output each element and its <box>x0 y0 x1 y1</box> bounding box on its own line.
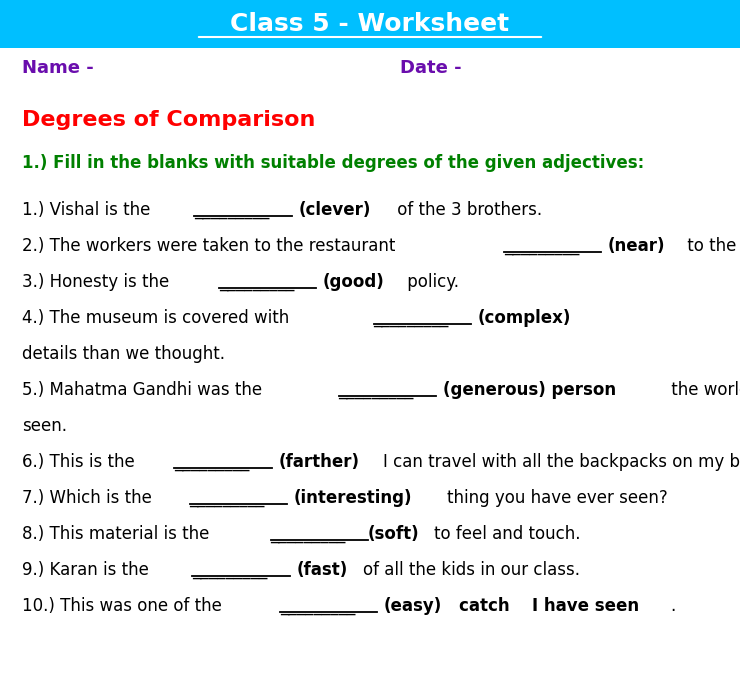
Text: 4.) The museum is covered with: 4.) The museum is covered with <box>22 309 295 327</box>
Text: _________: _________ <box>219 273 294 291</box>
Text: (generous) person: (generous) person <box>443 381 616 399</box>
Text: Date -: Date - <box>400 59 462 77</box>
Text: (complex): (complex) <box>477 309 571 327</box>
Text: Degrees of Comparison: Degrees of Comparison <box>22 110 315 130</box>
Text: _________: _________ <box>174 453 249 471</box>
Text: (near): (near) <box>608 237 665 255</box>
Text: _________: _________ <box>192 561 268 579</box>
Text: thing you have ever seen?: thing you have ever seen? <box>446 489 667 507</box>
Text: 6.) This is the: 6.) This is the <box>22 453 140 471</box>
Text: 9.) Karan is the: 9.) Karan is the <box>22 561 154 579</box>
Text: _________: _________ <box>280 597 355 615</box>
Text: the world had ever: the world had ever <box>666 381 740 399</box>
Text: _________: _________ <box>195 201 270 219</box>
Text: 3.) Honesty is the: 3.) Honesty is the <box>22 273 175 291</box>
Text: catch: catch <box>459 597 516 615</box>
Text: 8.) This material is the: 8.) This material is the <box>22 525 215 543</box>
Text: Name -: Name - <box>22 59 94 77</box>
Text: of all the kids in our class.: of all the kids in our class. <box>363 561 579 579</box>
Text: 2.) The workers were taken to the restaurant: 2.) The workers were taken to the restau… <box>22 237 395 255</box>
Text: details than we thought.: details than we thought. <box>22 345 225 363</box>
Text: 1.) Vishal is the: 1.) Vishal is the <box>22 201 155 219</box>
Text: (easy): (easy) <box>384 597 443 615</box>
Text: _________: _________ <box>374 309 449 327</box>
Text: _________: _________ <box>271 525 346 543</box>
Text: (clever): (clever) <box>298 201 371 219</box>
Text: 5.) Mahatma Gandhi was the: 5.) Mahatma Gandhi was the <box>22 381 267 399</box>
Text: 7.) Which is the: 7.) Which is the <box>22 489 152 507</box>
Text: Class 5 - Worksheet: Class 5 - Worksheet <box>230 12 510 36</box>
Text: (fast): (fast) <box>297 561 348 579</box>
Text: (soft): (soft) <box>368 525 420 543</box>
Text: _________: _________ <box>504 237 579 255</box>
Text: (farther): (farther) <box>278 453 360 471</box>
Text: policy.: policy. <box>403 273 460 291</box>
Text: seen.: seen. <box>22 417 67 435</box>
Text: 10.) This was one of the: 10.) This was one of the <box>22 597 222 615</box>
Text: of the 3 brothers.: of the 3 brothers. <box>392 201 542 219</box>
Text: (good): (good) <box>323 273 385 291</box>
Text: I have seen: I have seen <box>532 597 639 615</box>
Text: .: . <box>670 597 676 615</box>
Bar <box>0 0 740 48</box>
Text: to feel and touch.: to feel and touch. <box>434 525 581 543</box>
Text: (interesting): (interesting) <box>294 489 412 507</box>
Text: 1.) Fill in the blanks with suitable degrees of the given adjectives:: 1.) Fill in the blanks with suitable deg… <box>22 154 645 172</box>
Text: to the gas station.: to the gas station. <box>682 237 740 255</box>
Text: I can travel with all the backpacks on my back.: I can travel with all the backpacks on m… <box>383 453 740 471</box>
Text: _________: _________ <box>189 489 265 507</box>
Text: _________: _________ <box>339 381 414 399</box>
